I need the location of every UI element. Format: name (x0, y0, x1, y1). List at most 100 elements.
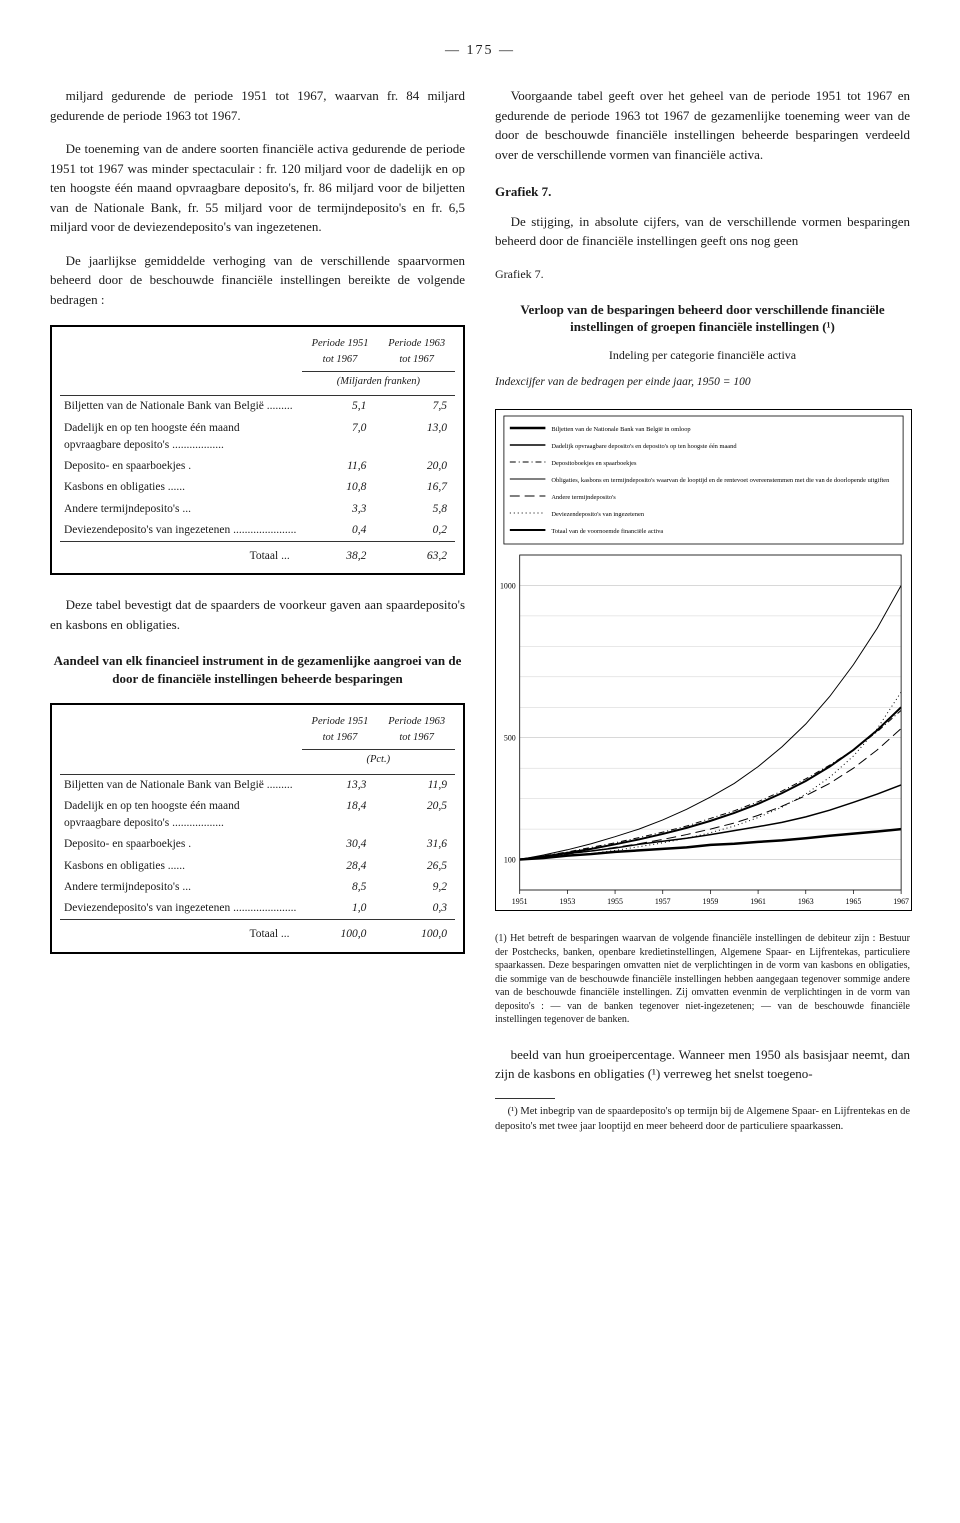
table-row: Kasbons en obligaties ......28,426,5 (60, 856, 455, 877)
chart-footnote: (1) Het betreft de besparingen waarvan d… (495, 932, 910, 1027)
row-label: Deposito- en spaarboekjes . (60, 456, 302, 477)
row-value-1: 5,1 (302, 396, 379, 418)
row-value-1: 0,4 (302, 520, 379, 542)
total-value-2: 63,2 (378, 542, 455, 568)
svg-text:1965: 1965 (846, 897, 862, 906)
svg-text:1961: 1961 (750, 897, 766, 906)
table2-title: Aandeel van elk financieel instrument in… (50, 652, 465, 687)
row-value-1: 1,0 (302, 898, 379, 920)
row-label: Kasbons en obligaties ...... (60, 477, 302, 498)
row-label: Kasbons en obligaties ...... (60, 856, 302, 877)
svg-text:Obligaties, kasbons en termijn: Obligaties, kasbons en termijndeposito's… (551, 477, 890, 484)
right-column: Voorgaande tabel geeft over het geheel v… (495, 86, 910, 1134)
row-value-2: 16,7 (378, 477, 455, 498)
table-row: Dadelijk en op ten hoogste één maand opv… (60, 418, 455, 457)
line-chart: Biljetten van de Nationale Bank van Belg… (495, 409, 912, 911)
table-total-row: Totaal ...38,263,2 (60, 542, 455, 568)
table2-unit: (Pct.) (302, 749, 455, 774)
row-label: Dadelijk en op ten hoogste één maand opv… (60, 418, 302, 457)
left-paragraph-1: miljard gedurende de periode 1951 tot 19… (50, 86, 465, 125)
svg-text:1000: 1000 (500, 581, 516, 590)
svg-text:500: 500 (504, 734, 516, 743)
svg-text:Andere termijndeposito's: Andere termijndeposito's (551, 494, 616, 501)
left-paragraph-2: De toeneming van de andere soorten finan… (50, 139, 465, 237)
table-row: Kasbons en obligaties ......10,816,7 (60, 477, 455, 498)
row-label: Dadelijk en op ten hoogste één maand opv… (60, 796, 302, 835)
row-label: Andere termijndeposito's ... (60, 499, 302, 520)
row-value-2: 26,5 (378, 856, 455, 877)
page-number: — 175 — (50, 40, 910, 61)
total-label: Totaal ... (60, 920, 302, 946)
svg-text:Totaal van de voornoemde finan: Totaal van de voornoemde financiële acti… (551, 528, 663, 535)
table-row: Andere termijndeposito's ...8,59,2 (60, 877, 455, 898)
right-paragraph-2: De stijging, in absolute cijfers, van de… (495, 212, 910, 251)
row-value-2: 13,0 (378, 418, 455, 457)
row-value-1: 13,3 (302, 774, 379, 796)
table-2: Periode 1951 tot 1967 Periode 1963 tot 1… (50, 703, 465, 953)
svg-text:1957: 1957 (655, 897, 671, 906)
row-value-2: 0,2 (378, 520, 455, 542)
svg-text:1959: 1959 (703, 897, 719, 906)
row-value-1: 11,6 (302, 456, 379, 477)
table-row: Dadelijk en op ten hoogste één maand opv… (60, 796, 455, 835)
svg-text:1951: 1951 (512, 897, 528, 906)
row-label: Deviezendeposito's van ingezetenen .....… (60, 520, 302, 542)
row-value-1: 7,0 (302, 418, 379, 457)
grafiek-heading: Grafiek 7. (495, 182, 910, 202)
bottom-footnote: (¹) Met inbegrip van de spaardeposito's … (495, 1105, 910, 1134)
chart-subtitle: Indeling per categorie financiële activa (495, 346, 910, 364)
row-value-2: 20,5 (378, 796, 455, 835)
table-row: Biljetten van de Nationale Bank van Belg… (60, 396, 455, 418)
two-column-layout: miljard gedurende de periode 1951 tot 19… (50, 86, 910, 1134)
svg-text:1953: 1953 (560, 897, 576, 906)
left-paragraph-3: De jaarlijkse gemiddelde verhoging van d… (50, 251, 465, 310)
table1-header-b: Periode 1963 tot 1967 (378, 333, 455, 371)
right-paragraph-1: Voorgaande tabel geeft over het geheel v… (495, 86, 910, 164)
chart-title: Verloop van de besparingen beheerd door … (495, 301, 910, 336)
total-value-1: 100,0 (302, 920, 379, 946)
table1-unit: (Miljarden franken) (302, 371, 455, 396)
row-value-2: 11,9 (378, 774, 455, 796)
table2-header-a: Periode 1951 tot 1967 (302, 711, 379, 749)
row-value-2: 20,0 (378, 456, 455, 477)
svg-text:100: 100 (504, 855, 516, 864)
row-value-2: 0,3 (378, 898, 455, 920)
row-value-2: 7,5 (378, 396, 455, 418)
table-row: Biljetten van de Nationale Bank van Belg… (60, 774, 455, 796)
svg-text:Biljetten van de Nationale Ban: Biljetten van de Nationale Bank van Belg… (551, 426, 690, 433)
total-label: Totaal ... (60, 542, 302, 568)
table-row: Deposito- en spaarboekjes .11,620,0 (60, 456, 455, 477)
row-value-1: 8,5 (302, 877, 379, 898)
table-total-row: Totaal ...100,0100,0 (60, 920, 455, 946)
svg-text:Depositoboekjes en spaarboekje: Depositoboekjes en spaarboekjes (551, 460, 637, 467)
svg-text:1967: 1967 (893, 897, 909, 906)
row-value-2: 9,2 (378, 877, 455, 898)
total-value-1: 38,2 (302, 542, 379, 568)
table-1: Periode 1951 tot 1967 Periode 1963 tot 1… (50, 325, 465, 575)
right-paragraph-3: beeld van hun groeipercentage. Wanneer m… (495, 1045, 910, 1084)
svg-text:1955: 1955 (607, 897, 623, 906)
chart-label: Grafiek 7. (495, 265, 910, 283)
row-value-1: 18,4 (302, 796, 379, 835)
svg-text:1963: 1963 (798, 897, 814, 906)
row-value-1: 10,8 (302, 477, 379, 498)
row-label: Deviezendeposito's van ingezetenen .....… (60, 898, 302, 920)
table-row: Deviezendeposito's van ingezetenen .....… (60, 898, 455, 920)
row-label: Biljetten van de Nationale Bank van Belg… (60, 774, 302, 796)
row-label: Biljetten van de Nationale Bank van Belg… (60, 396, 302, 418)
total-value-2: 100,0 (378, 920, 455, 946)
table-row: Deviezendeposito's van ingezetenen .....… (60, 520, 455, 542)
table2-header-b: Periode 1963 tot 1967 (378, 711, 455, 749)
table-row: Deposito- en spaarboekjes .30,431,6 (60, 834, 455, 855)
left-paragraph-4: Deze tabel bevestigt dat de spaarders de… (50, 595, 465, 634)
row-value-2: 5,8 (378, 499, 455, 520)
table1-header-a: Periode 1951 tot 1967 (302, 333, 379, 371)
row-label: Deposito- en spaarboekjes . (60, 834, 302, 855)
left-column: miljard gedurende de periode 1951 tot 19… (50, 86, 465, 1134)
row-value-2: 31,6 (378, 834, 455, 855)
row-value-1: 3,3 (302, 499, 379, 520)
table-row: Andere termijndeposito's ...3,35,8 (60, 499, 455, 520)
footnote-divider (495, 1098, 555, 1099)
row-value-1: 30,4 (302, 834, 379, 855)
chart-index-caption: Indexcijfer van de bedragen per einde ja… (495, 374, 910, 391)
